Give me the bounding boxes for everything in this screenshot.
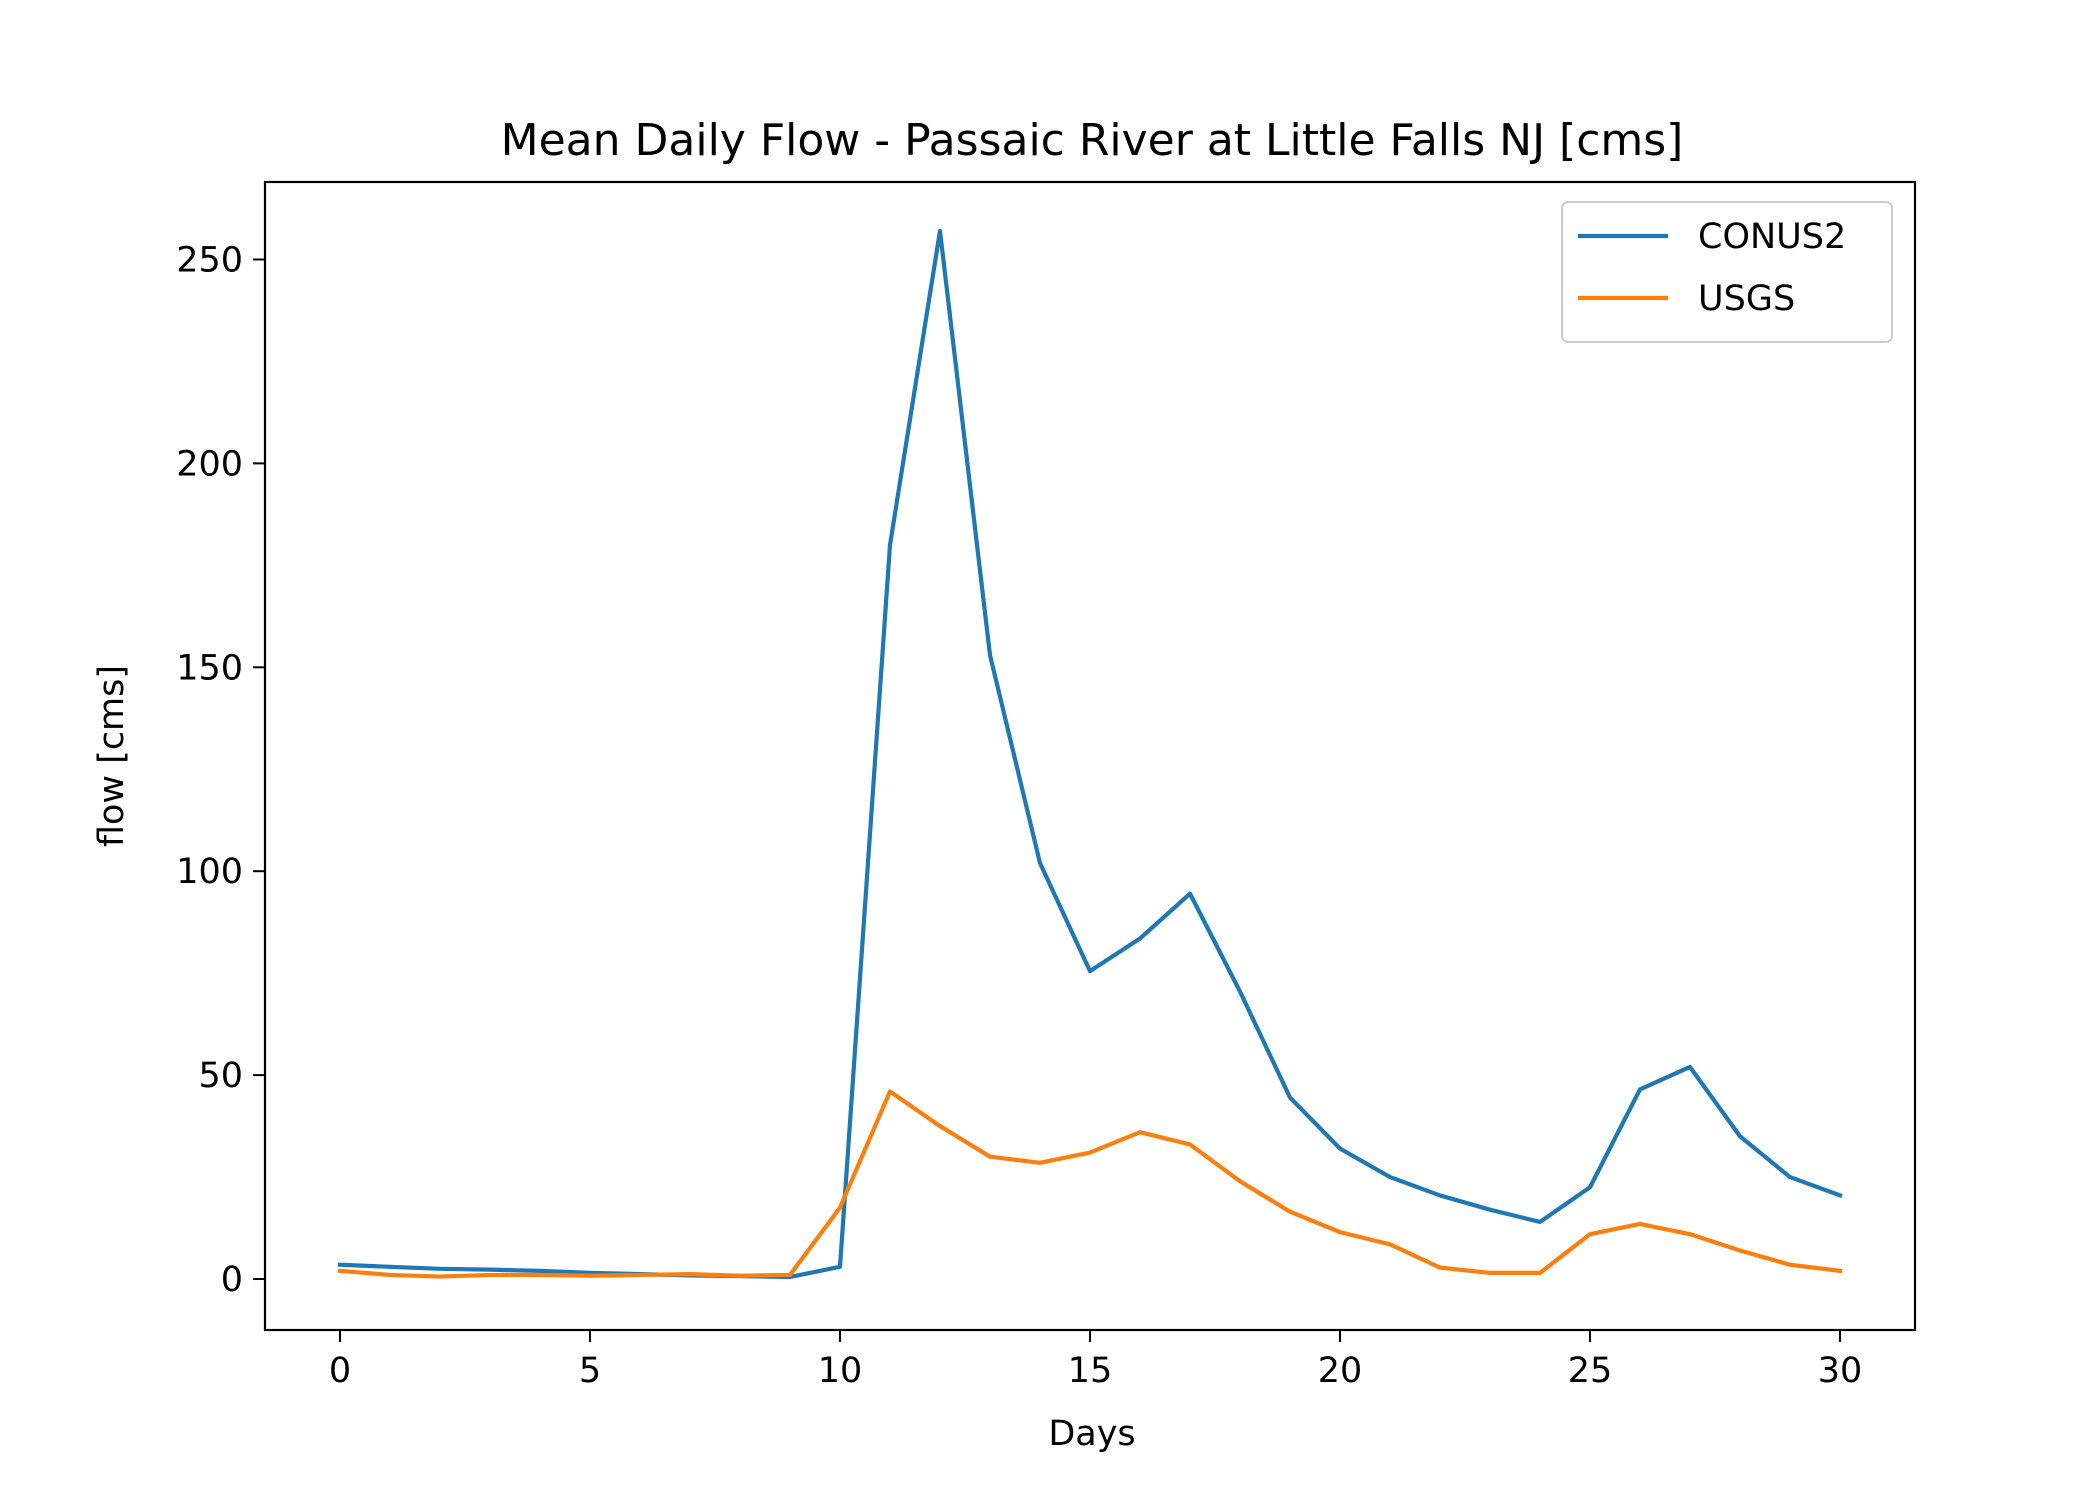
- y-tick-label: 250: [176, 240, 243, 280]
- data-point-conus2: [1588, 1185, 1592, 1189]
- legend-label-usgs: USGS: [1698, 279, 1795, 319]
- data-point-usgs: [1638, 1222, 1642, 1226]
- series-line-usgs: [337, 1089, 1843, 1279]
- data-point-usgs: [688, 1272, 692, 1276]
- data-point-usgs: [638, 1273, 642, 1277]
- data-point-usgs: [988, 1155, 992, 1159]
- data-point-conus2: [1138, 937, 1142, 941]
- data-point-conus2: [538, 1269, 542, 1273]
- data-point-conus2: [1088, 969, 1092, 973]
- data-point-conus2: [438, 1267, 442, 1271]
- data-point-conus2: [1038, 861, 1042, 865]
- data-point-conus2: [1338, 1147, 1342, 1151]
- x-tick-label: 15: [1068, 1351, 1113, 1391]
- data-point-usgs: [838, 1206, 842, 1210]
- data-point-conus2: [1838, 1193, 1842, 1197]
- axes-frame: [263, 180, 1917, 1332]
- y-tick-label: 150: [176, 648, 243, 688]
- data-point-usgs: [338, 1269, 342, 1273]
- data-point-usgs: [1388, 1242, 1392, 1246]
- data-point-conus2: [1438, 1193, 1442, 1197]
- data-point-usgs: [1688, 1232, 1692, 1236]
- x-tick-label: 30: [1818, 1351, 1863, 1391]
- y-tick-label: 50: [198, 1056, 243, 1096]
- y-tick-label: 200: [176, 444, 243, 484]
- data-point-conus2: [838, 1265, 842, 1269]
- data-point-usgs: [1488, 1271, 1492, 1275]
- data-point-usgs: [1138, 1130, 1142, 1134]
- data-point-usgs: [1038, 1161, 1042, 1165]
- chart-title: Mean Daily Flow - Passaic River at Littl…: [501, 115, 1684, 166]
- data-point-usgs: [538, 1273, 542, 1277]
- axes: 0 5 10 15 20 25 30 0 50 100 150 200 250: [176, 180, 1917, 1391]
- data-point-usgs: [1188, 1142, 1192, 1146]
- legend: CONUS2 USGS: [1561, 201, 1893, 343]
- y-tick-label: 0: [221, 1260, 243, 1300]
- data-point-conus2: [888, 543, 892, 547]
- data-point-conus2: [1188, 892, 1192, 896]
- data-point-usgs: [738, 1274, 742, 1278]
- data-point-conus2: [1388, 1175, 1392, 1179]
- data-point-usgs: [1288, 1210, 1292, 1214]
- data-point-conus2: [988, 653, 992, 657]
- x-tick-label: 0: [329, 1351, 351, 1391]
- data-point-usgs: [1538, 1271, 1542, 1275]
- y-tick-label: 100: [176, 852, 243, 892]
- plot-area: [337, 228, 1843, 1280]
- data-point-conus2: [1738, 1134, 1742, 1138]
- data-point-usgs: [588, 1274, 592, 1278]
- data-point-usgs: [1838, 1269, 1842, 1273]
- data-point-usgs: [1238, 1179, 1242, 1183]
- data-point-usgs: [888, 1089, 892, 1093]
- data-point-usgs: [1738, 1248, 1742, 1252]
- series-line-conus2: [337, 228, 1843, 1280]
- x-tick-label: 20: [1318, 1351, 1363, 1391]
- data-point-conus2: [1238, 990, 1242, 994]
- data-point-usgs: [938, 1124, 942, 1128]
- y-axis-label: flow [cms]: [92, 665, 132, 847]
- x-tick-label: 25: [1568, 1351, 1613, 1391]
- data-point-conus2: [488, 1268, 492, 1272]
- x-tick-label: 10: [818, 1351, 863, 1391]
- data-point-usgs: [438, 1275, 442, 1279]
- data-point-conus2: [1788, 1175, 1792, 1179]
- data-point-usgs: [1438, 1266, 1442, 1270]
- data-point-conus2: [1638, 1087, 1642, 1091]
- legend-label-conus2: CONUS2: [1698, 217, 1846, 257]
- data-point-usgs: [1338, 1230, 1342, 1234]
- data-point-conus2: [1688, 1065, 1692, 1069]
- data-point-conus2: [338, 1263, 342, 1267]
- data-point-usgs: [388, 1273, 392, 1277]
- data-point-conus2: [1488, 1208, 1492, 1212]
- data-point-conus2: [1288, 1096, 1292, 1100]
- data-point-conus2: [1538, 1220, 1542, 1224]
- data-point-usgs: [1088, 1151, 1092, 1155]
- data-point-conus2: [938, 229, 942, 233]
- data-point-usgs: [488, 1273, 492, 1277]
- x-axis-label: Days: [1048, 1414, 1135, 1454]
- data-point-usgs: [1788, 1263, 1792, 1267]
- x-tick-label: 5: [579, 1351, 601, 1391]
- data-point-usgs: [1588, 1232, 1592, 1236]
- data-point-conus2: [388, 1265, 392, 1269]
- data-point-usgs: [788, 1273, 792, 1277]
